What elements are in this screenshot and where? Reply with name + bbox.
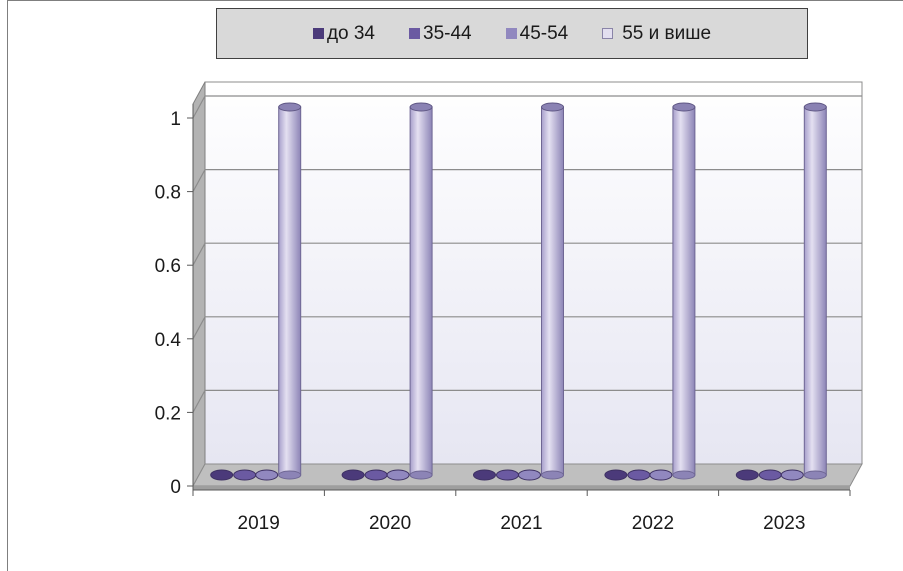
- y-tick-label: 0.2: [155, 403, 181, 424]
- bar-disc: [735, 469, 759, 481]
- bar-disc: [758, 469, 782, 481]
- side-wall: [192, 81, 206, 487]
- gridline: [192, 389, 862, 413]
- y-axis-ticks: 0 0.2 0.4 0.6 0.8 1: [155, 104, 194, 498]
- bar: [341, 469, 365, 481]
- bar-disc: [649, 469, 673, 481]
- bar-disc: [518, 469, 541, 481]
- bar: [780, 469, 804, 481]
- bar-base: [672, 470, 696, 480]
- y-tick-label: 0.8: [155, 183, 181, 204]
- bar-body: [541, 106, 564, 476]
- bar-disc: [386, 469, 410, 481]
- bar-disc: [233, 469, 257, 481]
- gridline: [192, 95, 862, 119]
- bar-base: [803, 470, 827, 480]
- bar: [735, 469, 759, 481]
- legend-swatch-series-0: [312, 28, 324, 39]
- legend-item-series-1: 35-44: [409, 23, 472, 45]
- legend-label-series-0: до 34: [326, 22, 376, 44]
- x-tick-label: 2021: [500, 513, 542, 534]
- y-tick-label: 0: [170, 477, 181, 498]
- bar-disc: [604, 469, 628, 481]
- legend: до 34 35-44 45-54 55 и више: [216, 8, 808, 59]
- bar-disc: [210, 469, 234, 481]
- plot-walls: [192, 81, 863, 490]
- y-tick-label: 0.4: [155, 330, 182, 351]
- floor-edge: [193, 486, 850, 490]
- bar-body: [672, 106, 696, 476]
- gridline: [192, 242, 862, 266]
- x-tick-label: 2023: [763, 513, 805, 534]
- bar-top: [409, 102, 433, 112]
- legend-label-series-2: 45-54: [519, 22, 569, 44]
- bar-disc: [627, 469, 651, 481]
- bar-base: [278, 470, 302, 480]
- bar-base: [409, 470, 433, 480]
- bar: [278, 102, 302, 480]
- gridline: [192, 316, 862, 340]
- bar: [649, 469, 673, 481]
- bar-disc: [364, 469, 388, 481]
- legend-label-series-3: 55 и више: [622, 22, 712, 44]
- bar: [255, 469, 279, 481]
- bar-body: [409, 106, 433, 476]
- bar-top: [672, 102, 696, 112]
- bar: [364, 469, 388, 481]
- bar: [210, 469, 234, 481]
- bar: [541, 102, 564, 480]
- bar: [473, 469, 496, 481]
- gridline: [192, 169, 862, 192]
- bar: [496, 469, 519, 481]
- bar: [409, 102, 433, 480]
- x-tick-label: 2020: [369, 513, 411, 534]
- bars: [210, 102, 827, 481]
- y-tick-label: 1: [170, 109, 181, 130]
- bar: [233, 469, 257, 481]
- bar-disc: [473, 469, 496, 481]
- legend-item-series-2: 45-54: [505, 22, 569, 45]
- bar-top: [278, 102, 302, 112]
- bar-body: [278, 106, 302, 476]
- bar: [803, 102, 827, 480]
- bar-top: [541, 102, 564, 112]
- gridlines: [192, 95, 862, 413]
- bar-disc: [780, 469, 804, 481]
- bar-disc: [341, 469, 365, 481]
- x-tick-label: 2019: [238, 513, 280, 534]
- bar-disc: [496, 469, 519, 481]
- bar: [518, 469, 541, 481]
- bar-disc: [255, 469, 279, 481]
- bar: [758, 469, 782, 481]
- bar-base: [541, 470, 564, 480]
- legend-swatch-series-3: [602, 28, 614, 39]
- legend-swatch-series-2: [505, 28, 517, 39]
- bar-top: [803, 102, 827, 112]
- x-tick-label: 2022: [632, 513, 674, 534]
- chart-frame: [7, 0, 903, 571]
- x-axis-ticks: 2019 2020 2021 2022 2023: [192, 489, 851, 534]
- bar: [672, 102, 696, 480]
- bar: [627, 469, 651, 481]
- legend-item-series-0: до 34: [312, 22, 376, 45]
- y-tick-label: 0.6: [155, 256, 181, 277]
- legend-item-series-3: 55 и више: [602, 23, 711, 45]
- legend-swatch-series-1: [409, 28, 421, 39]
- legend-label-series-1: 35-44: [423, 22, 472, 44]
- bar-body: [803, 106, 827, 476]
- back-wall: [204, 81, 863, 465]
- bar: [386, 469, 410, 481]
- bar: [604, 469, 628, 481]
